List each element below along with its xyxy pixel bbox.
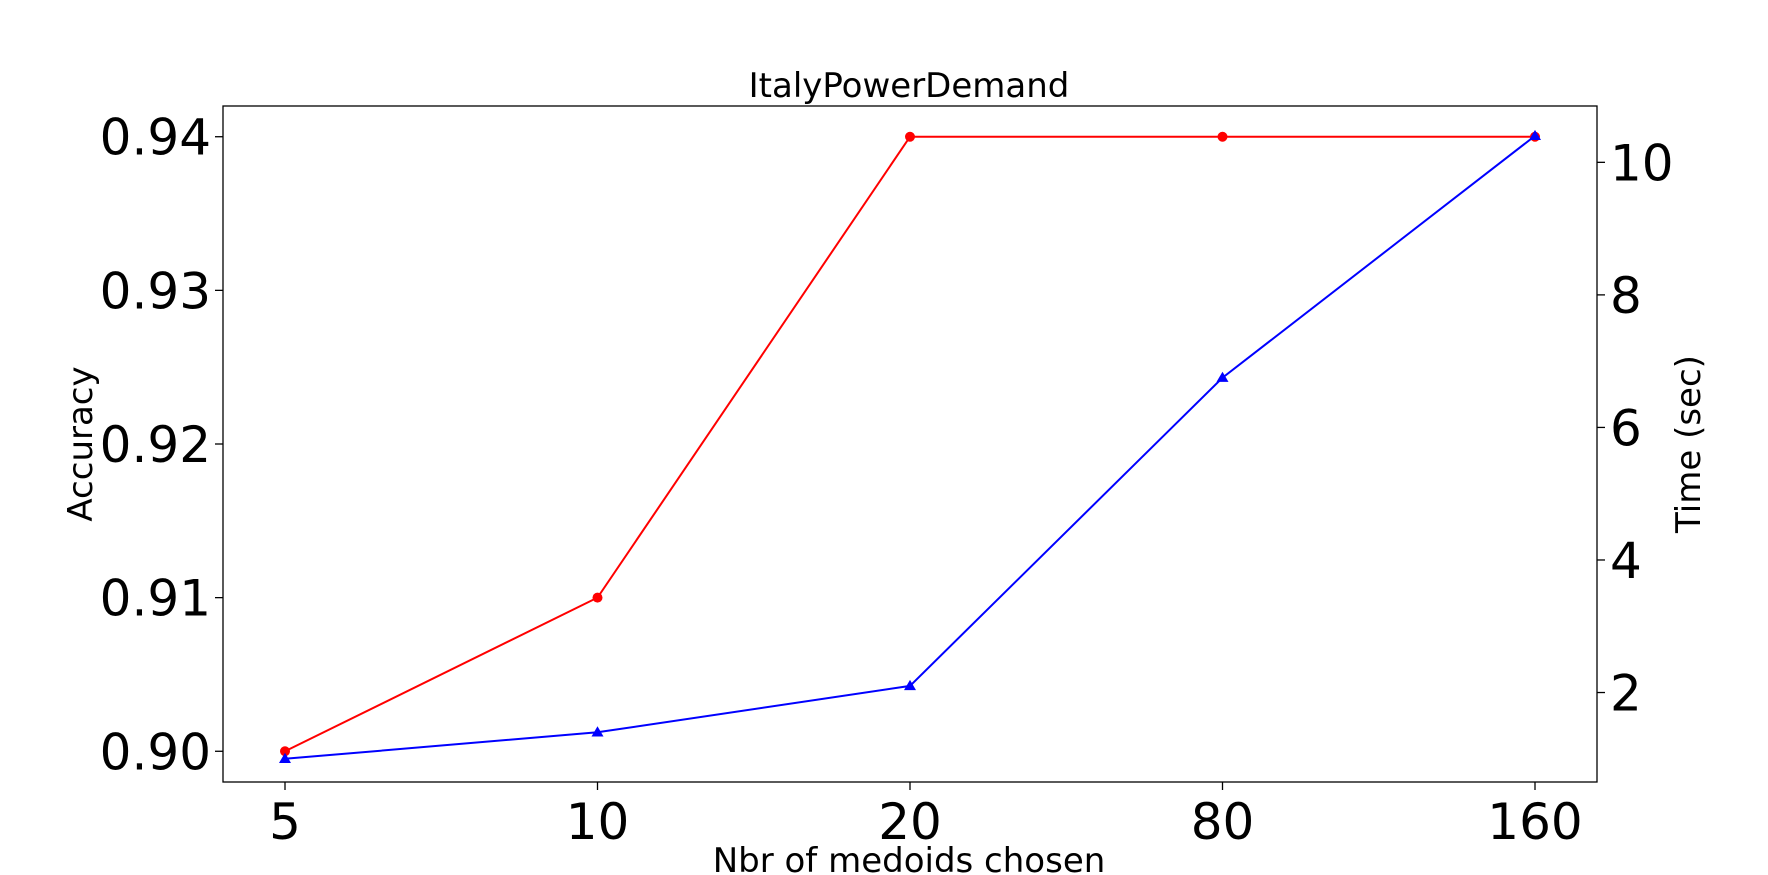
series-1-point [279,752,291,764]
series-1-point [1529,129,1541,141]
series-0-point [905,131,915,142]
series-0-line [284,135,1535,753]
y-axis-left-ticks: 0.90 0.91 0.92 0.93 0.94 [100,109,223,781]
series-1-line [284,135,1536,760]
y-axis-right-ticks: 2 4 6 8 10 [1597,134,1674,723]
y-tick-label: 0.92 [100,416,211,474]
x-tick-label: 20 [878,793,942,851]
y2-tick-label: 6 [1610,399,1642,457]
y2-tick-label: 2 [1610,665,1642,723]
y2-tick-label: 8 [1610,267,1642,325]
y-axis-right-label: Time (sec) [1669,355,1709,534]
series-0-point [592,592,603,603]
x-tick-label: 5 [269,793,301,851]
y2-tick-label: 4 [1610,532,1642,590]
y-tick-label: 0.93 [100,262,211,320]
series-layer [279,129,1541,764]
series-0-point [280,746,290,757]
series-1-point [904,679,916,691]
x-tick-label: 10 [566,793,630,851]
y-axis-left-label: Accuracy [61,366,101,521]
x-axis-ticks: 5 10 20 80 160 [269,782,1583,851]
y2-tick-label: 10 [1610,134,1674,192]
series-1-point [1216,371,1229,382]
x-axis-label: Nbr of medoids chosen [713,841,1106,875]
y-tick-label: 0.90 [100,723,211,781]
y-tick-label: 0.94 [100,109,211,167]
chart-title: ItalyPowerDemand [749,66,1070,106]
series-0-point [1217,131,1228,142]
x-tick-label: 160 [1487,793,1582,851]
x-tick-label: 80 [1191,793,1255,851]
y-tick-label: 0.91 [100,570,211,628]
series-1-point [591,726,604,737]
